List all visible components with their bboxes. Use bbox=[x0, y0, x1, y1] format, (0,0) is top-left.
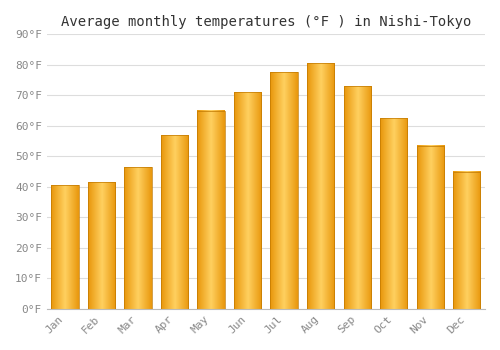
Bar bbox=[380, 118, 407, 309]
Bar bbox=[453, 172, 480, 309]
Bar bbox=[416, 146, 444, 309]
Title: Average monthly temperatures (°F ) in Nishi-Tokyo: Average monthly temperatures (°F ) in Ni… bbox=[60, 15, 471, 29]
Bar bbox=[52, 185, 79, 309]
Bar bbox=[270, 72, 298, 309]
Bar bbox=[307, 63, 334, 309]
Bar bbox=[344, 86, 371, 309]
Bar bbox=[234, 92, 262, 309]
Bar bbox=[88, 182, 116, 309]
Bar bbox=[124, 167, 152, 309]
Bar bbox=[198, 111, 225, 309]
Bar bbox=[161, 135, 188, 309]
